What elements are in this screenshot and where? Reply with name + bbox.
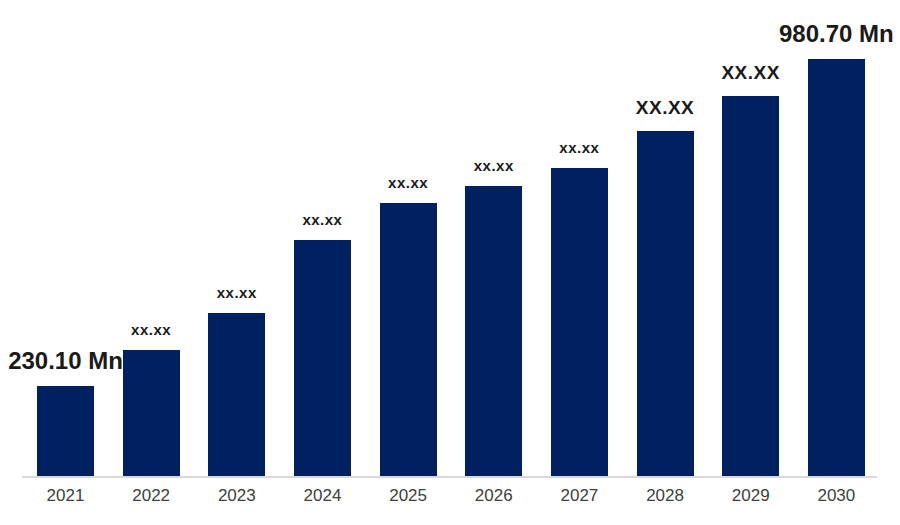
bar-2023 xyxy=(208,313,265,476)
bar-2022 xyxy=(123,350,180,476)
bar-2030 xyxy=(808,59,865,476)
bar-2024 xyxy=(294,240,351,476)
bar-value-label-2030: 980.70 Mn xyxy=(726,20,900,48)
x-axis-line xyxy=(22,476,877,478)
bar-2025 xyxy=(380,203,437,476)
bar-2028 xyxy=(637,131,694,476)
x-axis-tick-label-2030: 2030 xyxy=(776,486,896,506)
bar-2029 xyxy=(722,96,779,476)
bar-chart: 230.10 Mn2021xx.xx2022xx.xx2023xx.xx2024… xyxy=(0,0,900,525)
bar-2027 xyxy=(551,168,608,476)
bar-2021 xyxy=(37,386,94,476)
bar-2026 xyxy=(465,186,522,476)
